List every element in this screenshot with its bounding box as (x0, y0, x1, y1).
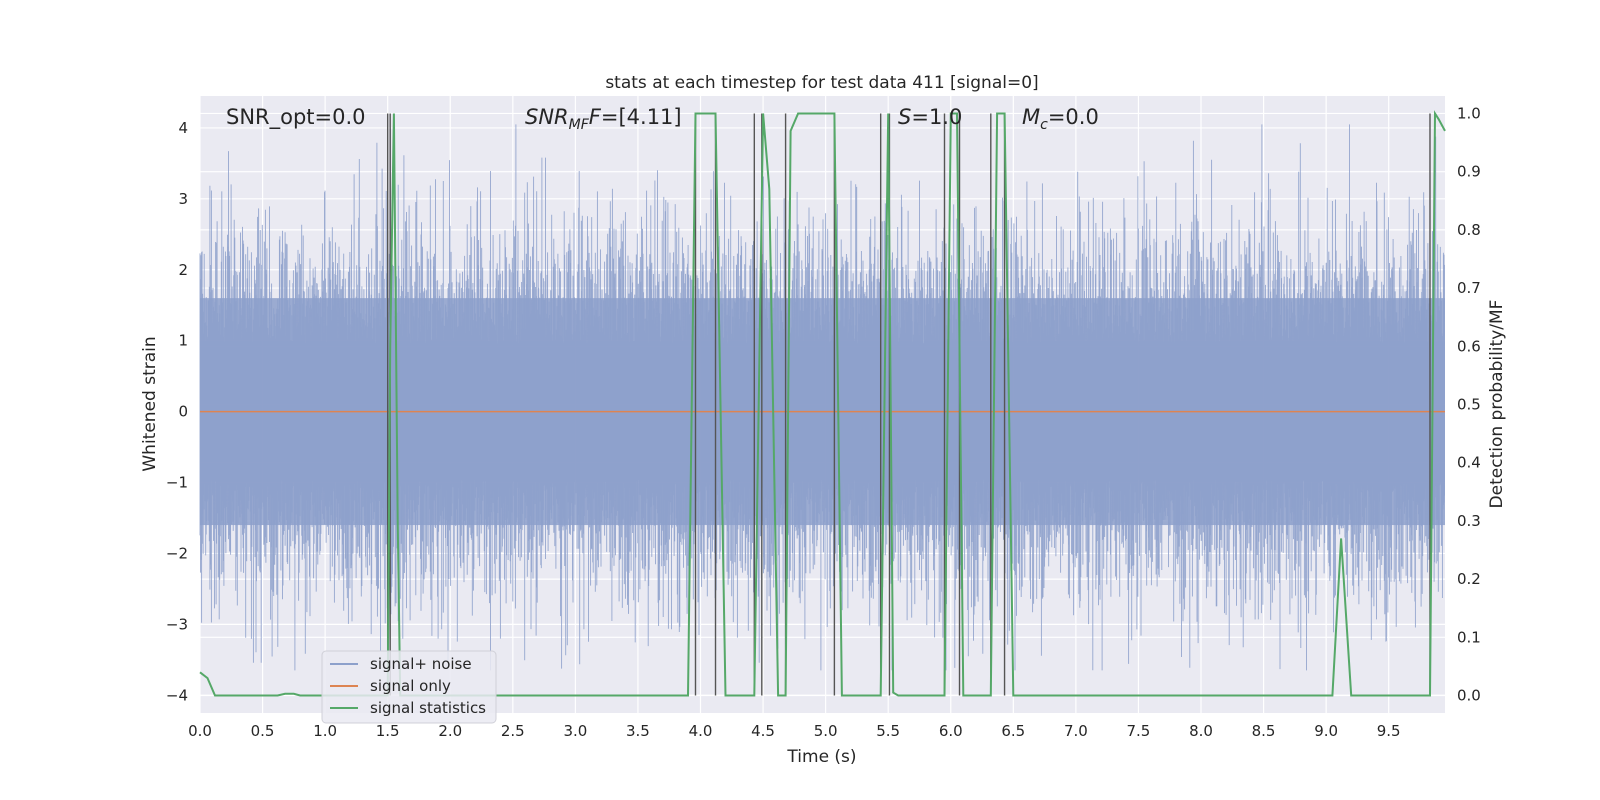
y-tick-label-1: 3 (178, 190, 188, 208)
legend-box (321, 650, 497, 724)
x-tick-label-13: 6.5 (1001, 722, 1025, 740)
y2-tick-label-6: 0.4 (1457, 454, 1481, 472)
y-axis-label: Whitened strain (140, 336, 160, 471)
y2-tick-label-9: 0.1 (1457, 628, 1481, 646)
annotation-snr-mf-f: F (589, 105, 602, 129)
y-tick-label-2: 2 (178, 261, 188, 279)
x-tick-label-8: 4.0 (689, 722, 713, 740)
x-tick-label-10: 5.0 (814, 722, 838, 740)
annotation-mc: Mc=0.0 (1022, 105, 1099, 133)
signal-statistics-line (199, 110, 1446, 697)
x-axis-label: Time (s) (786, 747, 856, 767)
x-tick-label-16: 8.0 (1189, 722, 1213, 740)
annotation-snr-mf-base: SNR (525, 105, 569, 129)
annotation-mc-label: M (1022, 105, 1040, 129)
x-tick-label-7: 3.5 (626, 722, 650, 740)
annotation-s-label: S (898, 105, 911, 129)
y2-axis-label: Detection probability/MF (1487, 300, 1507, 509)
y-tick-label-5: −1 (166, 474, 188, 492)
legend: signal+ noise signal only signal statist… (321, 650, 497, 724)
x-tick-label-15: 7.5 (1127, 722, 1151, 740)
x-tick-label-14: 7.0 (1064, 722, 1088, 740)
chart-title: stats at each timestep for test data 411… (605, 73, 1038, 93)
x-tick-label-4: 2.0 (438, 722, 462, 740)
annotation-s: S=1.0 (898, 105, 962, 129)
x-tick-label-19: 9.5 (1377, 722, 1401, 740)
annotation-s-value: =1.0 (911, 105, 962, 129)
y-tick-label-7: −3 (166, 615, 188, 633)
y2-tick-label-8: 0.2 (1457, 570, 1481, 588)
y-tick-label-4: 0 (178, 403, 188, 421)
x-tick-label-11: 5.5 (876, 722, 900, 740)
annotation-snr-mf-value: =[4.11] (601, 105, 682, 129)
annotation-snr-mf-sub: MF (569, 117, 590, 133)
x-tick-label-6: 3.0 (563, 722, 587, 740)
annotation-mc-sub: c (1040, 117, 1048, 133)
signal-statistics-series (199, 110, 1446, 697)
y2-tick-label-0: 1.0 (1457, 104, 1481, 122)
annotation-mc-value: =0.0 (1048, 105, 1099, 129)
x-tick-label-2: 1.0 (313, 722, 337, 740)
legend-label-signal-only: signal only (370, 677, 451, 695)
y2-tick-label-10: 0.0 (1457, 687, 1481, 705)
x-axis-ticks: 0.0 0.5 1.0 1.5 2.0 2.5 3.0 3.5 4.0 4.5 5.0 5.5 6.0 6… (188, 722, 1401, 740)
y-tick-label-6: −2 (166, 544, 188, 562)
y2-tick-label-4: 0.6 (1457, 337, 1481, 355)
y2-tick-label-5: 0.5 (1457, 396, 1481, 414)
annotation-snr-opt: SNR_opt=0.0 (226, 105, 366, 130)
y2-axis-ticks: 1.0 0.9 0.8 0.7 0.6 0.5 0.4 0.3 0.2 0.1 0.0 (1457, 104, 1481, 704)
y2-tick-label-3: 0.7 (1457, 279, 1481, 297)
legend-label-signal-statistics: signal statistics (370, 699, 486, 717)
x-tick-label-0: 0.0 (188, 722, 212, 740)
y2-tick-label-1: 0.9 (1457, 163, 1481, 181)
y-tick-label-0: 4 (178, 119, 188, 137)
y-tick-label-3: 1 (178, 332, 188, 350)
legend-label-signal-noise: signal+ noise (370, 655, 472, 673)
x-tick-label-18: 9.0 (1314, 722, 1338, 740)
annotation-snr-mf: SNRMFF=[4.11] (525, 105, 682, 133)
x-tick-label-5: 2.5 (501, 722, 525, 740)
x-tick-label-1: 0.5 (251, 722, 275, 740)
y2-tick-label-2: 0.8 (1457, 221, 1481, 239)
x-tick-label-17: 8.5 (1252, 722, 1276, 740)
x-tick-label-3: 1.5 (376, 722, 400, 740)
y2-tick-label-7: 0.3 (1457, 512, 1481, 530)
y-tick-label-8: −4 (166, 686, 188, 704)
y-axis-ticks: 4 3 2 1 0 −1 −2 −3 −4 (166, 119, 188, 704)
x-tick-label-12: 6.0 (939, 722, 963, 740)
x-tick-label-9: 4.5 (751, 722, 775, 740)
